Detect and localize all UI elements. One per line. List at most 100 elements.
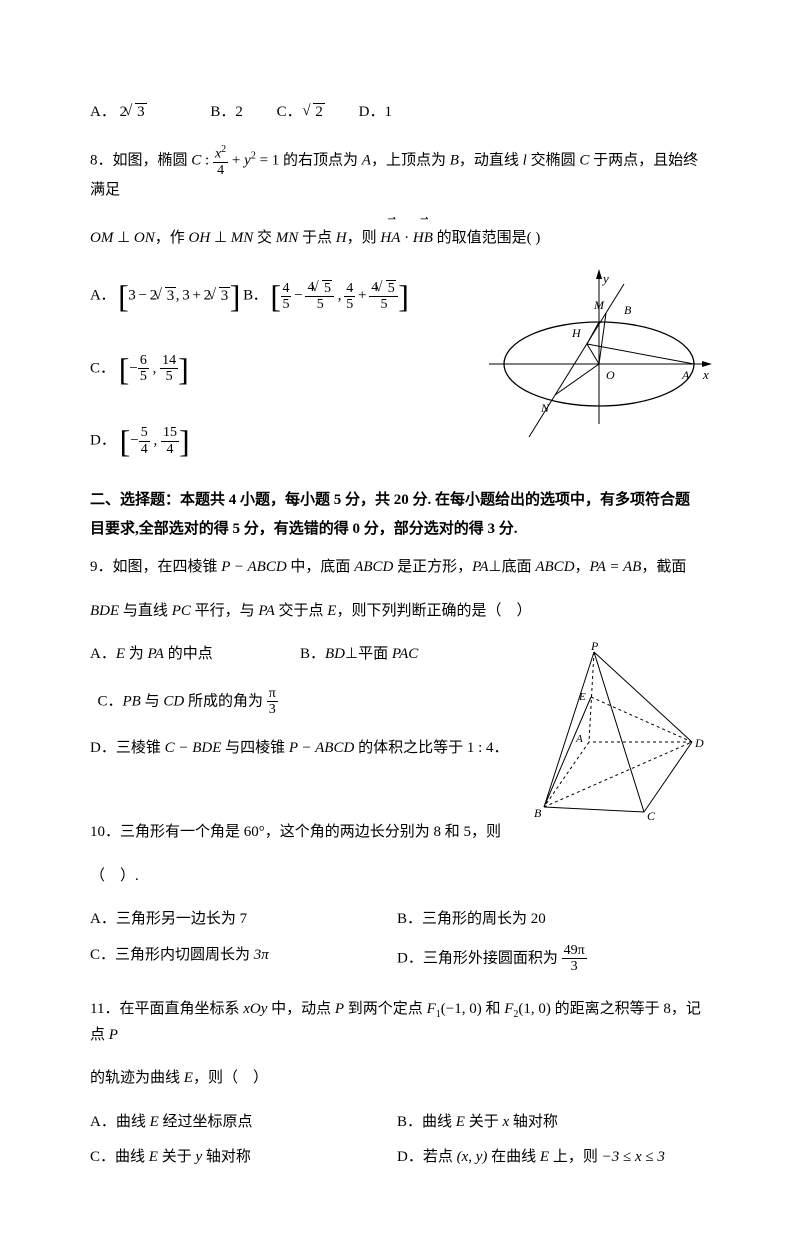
q9-opts-and-fig: P E A D B C A．E 为 PA 的中点 B．BD⊥平面 PAC C．P… <box>90 642 704 802</box>
text: 的体积之比等于 <box>354 740 467 756</box>
q8-stem2: OM ⊥ ON，作 OH ⊥ MN 交 MN 于点 H，则 HA · HB 的取… <box>90 222 704 252</box>
sqrt-icon: 5 <box>378 281 397 296</box>
var: E <box>149 1149 158 1165</box>
text: − <box>291 288 305 304</box>
var-MN2: MN <box>276 230 299 246</box>
q7-optC-rad: 2 <box>313 103 325 120</box>
q9-optA-B: A．E 为 PA 的中点 B．BD⊥平面 PAC <box>90 642 704 668</box>
var: y <box>195 1149 202 1165</box>
var: PA <box>472 559 488 575</box>
var-A: A <box>362 152 371 168</box>
var: 3π <box>254 947 269 963</box>
var: BD <box>325 646 345 662</box>
var-MN: MN <box>231 230 254 246</box>
sqrt-icon: 3 <box>157 284 176 310</box>
text: 轴对称 <box>202 1149 251 1165</box>
var-OH: OH <box>189 230 211 246</box>
den: 5 <box>344 297 355 312</box>
text: A．曲线 <box>90 1114 150 1130</box>
sqrt-icon: 5 <box>314 281 333 296</box>
label-H: H <box>571 326 582 340</box>
text: , 3 + 2 <box>176 288 211 304</box>
text: 到两个定点 <box>344 1001 427 1017</box>
q10-optC: C．三角形内切圆周长为 3π <box>90 943 397 975</box>
q8-opts-and-fig: y x M B H O A N A． [3 − 23, 3 + 23] B． [… <box>90 269 704 468</box>
vector-HA: HA <box>380 222 400 252</box>
var: E <box>456 1114 465 1130</box>
text: 与 <box>141 693 164 709</box>
q11-stem1: 11．在平面直角坐标系 xOy 中，动点 P 到两个定点 F1(−1, 0) 和… <box>90 997 704 1049</box>
num: 6 <box>138 353 149 369</box>
var: E <box>150 1114 159 1130</box>
sqrt-icon: 2 <box>305 100 325 126</box>
pyramid-diagram: P E A D B C <box>524 642 704 822</box>
q10-options: A．三角形另一边长为 7 B．三角形的周长为 20 C．三角形内切圆周长为 3π… <box>90 907 704 984</box>
text: 1 : 4 <box>467 740 494 756</box>
text: ，动直线 <box>459 152 523 168</box>
text: 所成的角为 <box>184 693 267 709</box>
text: 9．如图，在四棱锥 <box>90 559 221 575</box>
text: D．若点 <box>397 1149 457 1165</box>
q11-optD: D．若点 (x, y) 在曲线 E 上，则 −3 ≤ x ≤ 3 <box>397 1145 704 1171</box>
text: ⊥底面 <box>489 559 536 575</box>
text: 经过坐标原点 <box>159 1114 253 1130</box>
text: ，则 <box>347 230 381 246</box>
text: 的取值范围是( ) <box>437 230 541 246</box>
q8-optC-label: C． <box>90 360 115 376</box>
var-ON: ON <box>134 230 155 246</box>
text: 中，底面 <box>287 559 355 575</box>
text: 平行，与 <box>191 603 259 619</box>
text: C．曲线 <box>90 1149 149 1165</box>
q8-optD-label: D． <box>90 433 116 449</box>
text: D．三棱锥 <box>90 740 165 756</box>
q11-optB: B．曲线 E 关于 x 轴对称 <box>397 1110 704 1136</box>
text: 交椭圆 <box>527 152 580 168</box>
text: ⊥ <box>113 230 134 246</box>
var: E <box>116 646 125 662</box>
num: π <box>267 686 278 702</box>
text: 于点 <box>298 230 336 246</box>
rad: 3 <box>165 287 176 304</box>
var: PA <box>258 603 274 619</box>
var: xOy <box>243 1001 267 1017</box>
q9-optC: C．PB 与 CD 所成的角为 π3 <box>90 686 704 718</box>
var: PB <box>123 693 141 709</box>
angle: 60° <box>244 824 265 840</box>
text: B． <box>300 646 325 662</box>
q11-optA: A．曲线 E 经过坐标原点 <box>90 1110 397 1136</box>
den: 3 <box>562 959 587 974</box>
var: C − BDE <box>165 740 222 756</box>
q11-stem2: 的轨迹为曲线 E，则（ ） <box>90 1066 704 1092</box>
coord: (1, 0) <box>518 1001 551 1017</box>
q8-stem1: 8．如图，椭圆 C : x24 + y2 = 1 的右顶点为 A，上顶点为 B，… <box>90 144 704 204</box>
text: 的轨迹为曲线 <box>90 1070 184 1086</box>
text: 在曲线 <box>487 1149 540 1165</box>
text: 上，则 <box>549 1149 602 1165</box>
text: 和 <box>482 1001 505 1017</box>
text: D．三角形外接圆面积为 <box>397 950 562 966</box>
label-B: B <box>534 806 542 820</box>
q9-stem2: BDE 与直线 PC 平行，与 PA 交于点 E，则下列判断正确的是（ ） <box>90 599 704 625</box>
text: 交于点 <box>275 603 328 619</box>
text: 8．如图，椭圆 <box>90 152 191 168</box>
q7-options: A． 23 B．2 C． 2 D．1 <box>90 100 704 126</box>
q9-stem1: 9．如图，在四棱锥 P − ABCD 中，底面 ABCD 是正方形，PA⊥底面 … <box>90 555 704 581</box>
coord: (x, y) <box>457 1149 488 1165</box>
text: 与直线 <box>119 603 172 619</box>
text: , <box>150 433 161 449</box>
var: PA = AB <box>590 559 642 575</box>
r: 5 <box>386 280 397 296</box>
text: A． <box>90 646 116 662</box>
text: 的右顶点为 <box>283 152 362 168</box>
var: P <box>109 1027 118 1043</box>
q10-optD: D．三角形外接圆面积为 49π3 <box>397 943 704 975</box>
var-C: C <box>191 152 201 168</box>
den: 5 <box>138 369 149 384</box>
text: , <box>149 360 160 376</box>
var: P − ABCD <box>289 740 354 756</box>
var: F <box>427 1001 436 1017</box>
text: B．曲线 <box>397 1114 456 1130</box>
q7-optC-prefix: C． <box>277 104 302 120</box>
text: ， <box>575 559 590 575</box>
q10-stem: 10．三角形有一个角是 60°，这个角的两边长分别为 8 和 5，则 <box>90 820 704 846</box>
